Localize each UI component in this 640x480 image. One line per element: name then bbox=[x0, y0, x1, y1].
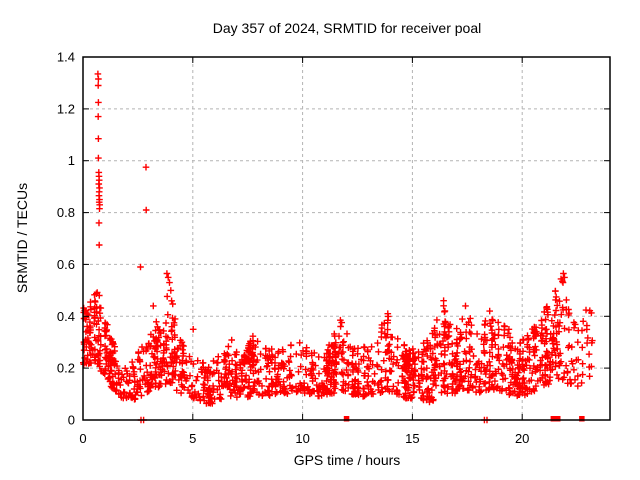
chart-title: Day 357 of 2024, SRMTID for receiver poa… bbox=[212, 20, 482, 36]
data-points bbox=[80, 70, 596, 424]
zero-marker bbox=[343, 416, 350, 422]
y-tick-label: 0 bbox=[68, 413, 75, 428]
zero-marker bbox=[579, 416, 585, 422]
y-axis-label: SRMTID / TECUs bbox=[14, 182, 30, 294]
x-tick-label: 20 bbox=[515, 431, 529, 446]
y-tick-label: 1.2 bbox=[57, 101, 75, 116]
x-axis-label: GPS time / hours bbox=[293, 452, 401, 468]
plot-border bbox=[82, 56, 611, 421]
x-tick-label: 0 bbox=[79, 431, 86, 446]
y-tick-label: 0.2 bbox=[57, 361, 75, 376]
y-tick-label: 0.6 bbox=[57, 257, 75, 272]
y-tick-label: 1 bbox=[68, 153, 75, 168]
y-tick-label: 0.4 bbox=[57, 309, 75, 324]
x-tick-label: 5 bbox=[189, 431, 196, 446]
x-tick-label: 10 bbox=[295, 431, 309, 446]
x-tick-label: 15 bbox=[405, 431, 419, 446]
zero-marker bbox=[555, 416, 561, 422]
y-tick-label: 1.4 bbox=[57, 50, 75, 65]
y-tick-label: 0.8 bbox=[57, 205, 75, 220]
